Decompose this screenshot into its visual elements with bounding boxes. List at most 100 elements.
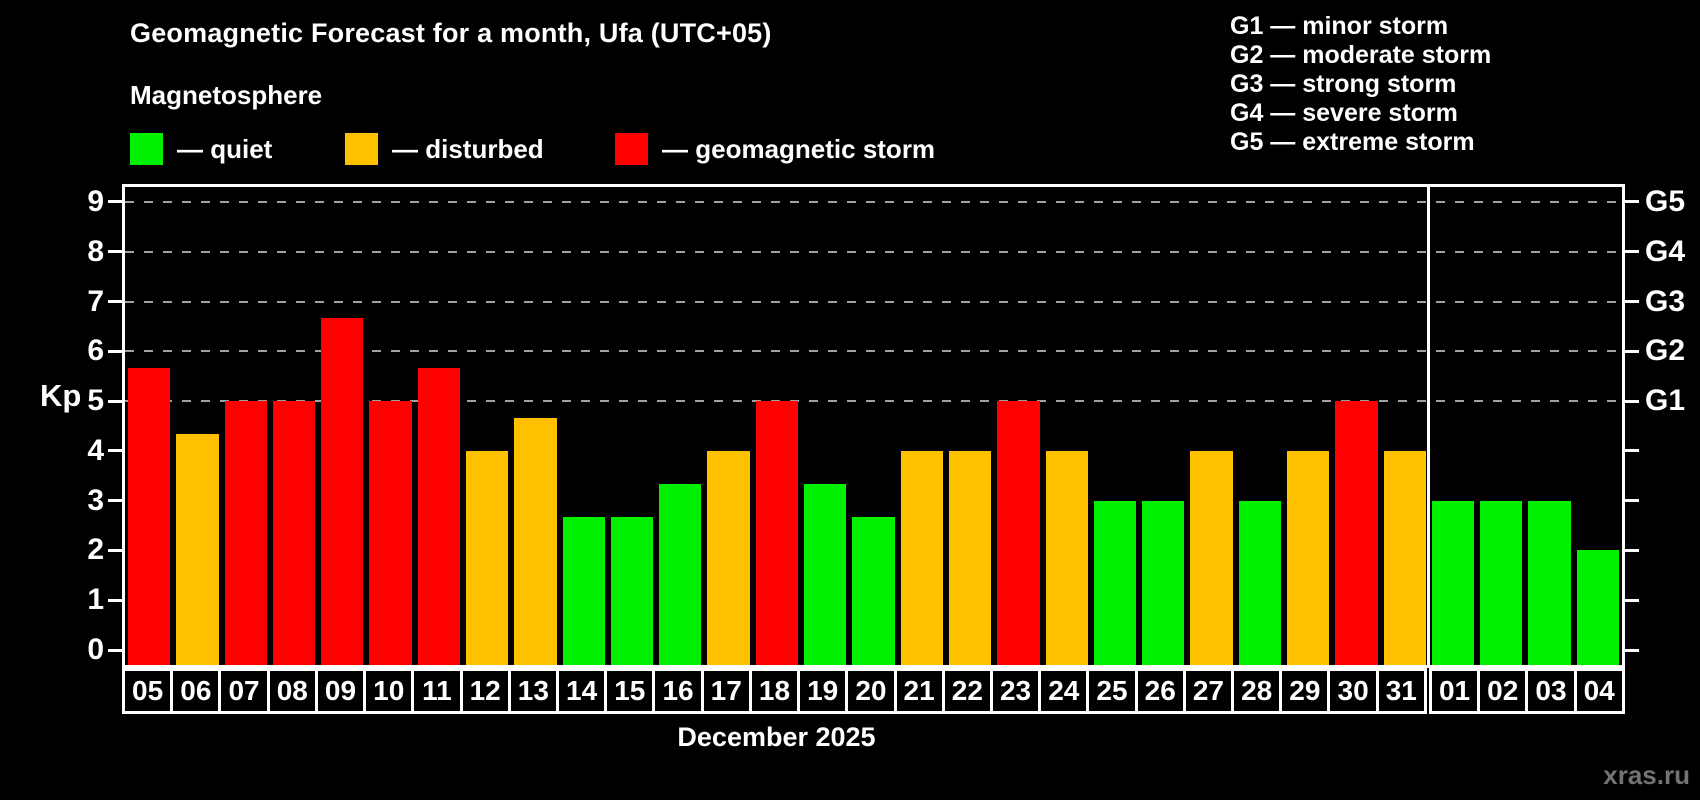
y-tick-label-5: 5 bbox=[87, 384, 104, 418]
y-axis-title: Kp bbox=[40, 378, 82, 413]
right-tick-5 bbox=[1625, 399, 1639, 403]
bar-day-26 bbox=[1142, 500, 1185, 665]
chart-title: Geomagnetic Forecast for a month, Ufa (U… bbox=[130, 18, 772, 48]
bar-day-24 bbox=[1045, 450, 1088, 665]
bar-day-22 bbox=[948, 450, 992, 665]
g4-legend-line: G4 — severe storm bbox=[1230, 99, 1458, 127]
bar-day-29 bbox=[1286, 450, 1330, 665]
bar-day-30 bbox=[1335, 401, 1378, 665]
storm-label: — geomagnetic storm bbox=[662, 133, 936, 164]
y-tick-label-4: 4 bbox=[87, 433, 104, 467]
day-label-23: 23 bbox=[989, 668, 1042, 714]
bar-day-04 bbox=[1576, 550, 1619, 665]
bar-day-13 bbox=[514, 417, 557, 665]
y-tick-label-1: 1 bbox=[87, 583, 104, 617]
g-axis-label-G5: G5 bbox=[1645, 184, 1686, 218]
day-label-13: 13 bbox=[507, 668, 559, 714]
g-axis-label-G4: G4 bbox=[1645, 234, 1686, 268]
day-label-28: 28 bbox=[1231, 668, 1283, 714]
day-label-26: 26 bbox=[1134, 668, 1186, 714]
bar-day-02 bbox=[1480, 500, 1523, 665]
y-tick-label-2: 2 bbox=[87, 533, 104, 567]
bar-day-18 bbox=[755, 401, 799, 665]
right-tick-2 bbox=[1625, 548, 1639, 552]
left-tick-7 bbox=[108, 300, 122, 304]
day-label-08: 08 bbox=[266, 668, 318, 714]
right-tick-9 bbox=[1625, 200, 1639, 204]
gridline-kp-9 bbox=[125, 200, 1622, 203]
right-tick-8 bbox=[1625, 250, 1639, 254]
right-tick-6 bbox=[1625, 349, 1639, 353]
right-tick-7 bbox=[1625, 300, 1639, 304]
legend-item-storm: — geomagnetic storm bbox=[615, 133, 935, 165]
y-tick-label-8: 8 bbox=[87, 234, 104, 268]
bar-day-06 bbox=[176, 434, 219, 665]
month-divider-line bbox=[1427, 187, 1431, 665]
bar-day-08 bbox=[272, 401, 316, 665]
left-tick-3 bbox=[108, 499, 122, 503]
bar-day-27 bbox=[1190, 450, 1233, 665]
bar-day-05 bbox=[128, 367, 171, 665]
bar-day-03 bbox=[1528, 500, 1571, 665]
month-label: December 2025 bbox=[677, 722, 876, 752]
bar-day-15 bbox=[610, 517, 654, 665]
day-labels-row: 05 06 07 08 09 10 11 12 13 14 15 16 17 18 19 20 21 22 23 24… bbox=[122, 668, 1625, 714]
left-tick-9 bbox=[108, 200, 122, 204]
day-label-21: 21 bbox=[893, 668, 945, 714]
day-label-27: 27 bbox=[1182, 668, 1235, 714]
legend-item-disturbed: — disturbed bbox=[345, 133, 544, 165]
gridline-kp-8 bbox=[125, 250, 1622, 253]
y-tick-label-3: 3 bbox=[87, 483, 104, 517]
bar-day-20 bbox=[852, 517, 895, 665]
day-label-30: 30 bbox=[1327, 668, 1379, 714]
bar-day-14 bbox=[562, 517, 605, 665]
day-label-06: 06 bbox=[170, 668, 222, 714]
y-tick-label-0: 0 bbox=[87, 633, 104, 666]
day-label-17: 17 bbox=[700, 668, 752, 714]
day-label-16: 16 bbox=[652, 668, 704, 714]
day-label-15: 15 bbox=[604, 668, 656, 714]
watermark: xras.ru bbox=[1603, 760, 1690, 790]
gridline-kp-6 bbox=[125, 350, 1622, 353]
day-label-22: 22 bbox=[941, 668, 993, 714]
g3-legend-line: G3 — strong storm bbox=[1230, 70, 1457, 98]
bar-day-16 bbox=[659, 484, 702, 665]
gridline-kp-5 bbox=[125, 400, 1622, 403]
bar-day-17 bbox=[707, 450, 750, 665]
day-label-01: 01 bbox=[1428, 668, 1481, 714]
day-label-03: 03 bbox=[1525, 668, 1577, 714]
bar-day-23 bbox=[997, 401, 1040, 665]
bar-day-11 bbox=[417, 367, 461, 665]
day-label-29: 29 bbox=[1279, 668, 1331, 714]
day-label-09: 09 bbox=[314, 668, 367, 714]
left-tick-4 bbox=[108, 449, 122, 453]
disturbed-swatch bbox=[345, 133, 378, 165]
day-label-04: 04 bbox=[1573, 668, 1625, 714]
bar-day-25 bbox=[1093, 500, 1137, 665]
left-tick-0 bbox=[108, 648, 122, 652]
quiet-swatch bbox=[130, 133, 163, 165]
day-label-05: 05 bbox=[122, 668, 174, 714]
y-tick-label-9: 9 bbox=[87, 184, 104, 218]
legend-item-quiet: — quiet bbox=[130, 133, 272, 165]
bar-day-21 bbox=[900, 450, 943, 665]
day-label-31: 31 bbox=[1375, 668, 1427, 714]
day-label-25: 25 bbox=[1086, 668, 1138, 714]
day-label-02: 02 bbox=[1477, 668, 1529, 714]
bar-day-01 bbox=[1431, 500, 1475, 665]
day-label-18: 18 bbox=[748, 668, 801, 714]
bar-day-28 bbox=[1238, 500, 1281, 665]
bar-day-10 bbox=[369, 401, 412, 665]
right-tick-4 bbox=[1625, 449, 1639, 453]
day-label-12: 12 bbox=[459, 668, 511, 714]
day-label-11: 11 bbox=[411, 668, 463, 714]
right-tick-3 bbox=[1625, 499, 1639, 503]
g5-legend-line: G5 — extreme storm bbox=[1230, 128, 1475, 156]
left-tick-2 bbox=[108, 548, 122, 552]
y-tick-label-6: 6 bbox=[87, 334, 104, 368]
left-tick-1 bbox=[108, 598, 122, 602]
bar-day-07 bbox=[224, 401, 267, 665]
plot-area bbox=[122, 184, 1625, 668]
right-tick-1 bbox=[1625, 598, 1639, 602]
